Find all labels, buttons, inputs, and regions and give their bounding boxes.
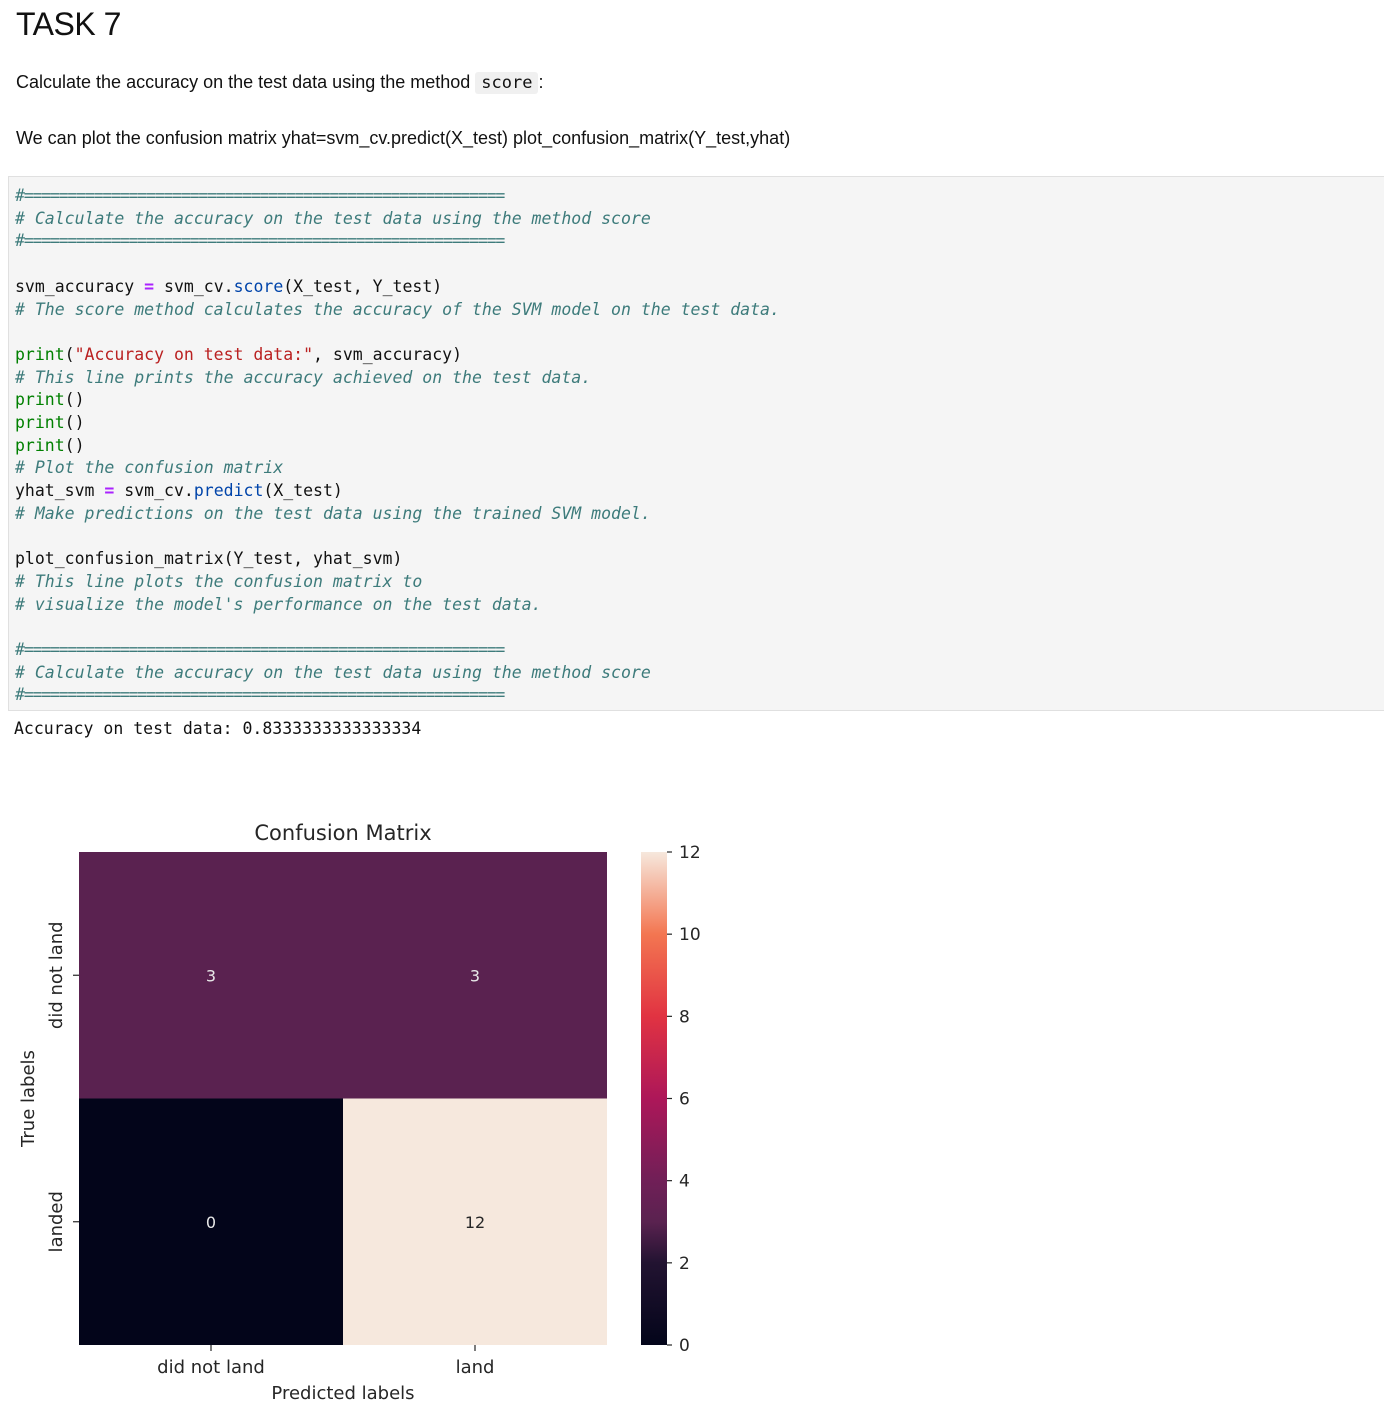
comment-rule: #=======================================…	[15, 231, 505, 251]
cell-value-label: 12	[465, 1213, 485, 1232]
markdown-paragraph-confusion: We can plot the confusion matrix yhat=sv…	[16, 128, 791, 148]
colorbar-tick-label: 2	[679, 1254, 690, 1274]
comment-line: # Calculate the accuracy on the test dat…	[15, 208, 651, 228]
colorbar-tick-label: 10	[679, 925, 701, 945]
y-tick-label: landed	[46, 1191, 67, 1252]
comment-line: # Calculate the accuracy on the test dat…	[15, 662, 651, 682]
heatmap-cell	[79, 1098, 343, 1345]
code-token: svm_cv.	[124, 481, 194, 501]
heatmap-cell	[343, 1098, 607, 1345]
code-token: ()	[64, 390, 85, 410]
heatmap-cell	[79, 852, 343, 1099]
chart-title: Confusion Matrix	[254, 821, 431, 845]
code-token: yhat_svm	[15, 481, 95, 501]
paragraph-text: Calculate the accuracy on the test data …	[16, 72, 476, 92]
comment-line: # This line plots the confusion matrix t…	[15, 571, 423, 591]
inline-code-score: score	[475, 72, 539, 94]
code-token: (	[64, 344, 75, 364]
comment-line: # Plot the confusion matrix	[15, 458, 284, 478]
string-token: "Accuracy on test data:"	[74, 344, 314, 364]
colorbar	[641, 852, 667, 1345]
colorbar-tick-label: 6	[679, 1090, 690, 1110]
comment-line: # visualize the model's performance on t…	[15, 594, 542, 614]
code-token: svm_cv.	[164, 276, 234, 296]
y-tick-label: did not land	[46, 921, 67, 1029]
cell-output-text: Accuracy on test data: 0.833333333333333…	[14, 719, 422, 738]
operator-token: =	[94, 481, 125, 501]
builtin-token: print	[15, 390, 65, 410]
colorbar-tick-label: 4	[679, 1172, 690, 1192]
code-token: svm_accuracy	[15, 276, 135, 296]
task-heading: TASK 7	[16, 6, 121, 42]
operator-token: =	[134, 276, 165, 296]
cell-value-label: 3	[206, 966, 216, 985]
builtin-token: print	[15, 344, 65, 364]
confusion-matrix-chart: 3 3 0 12 Confusion Matrix did not land land Pr…	[18, 821, 701, 1404]
method-token: score	[233, 276, 284, 296]
colorbar-tick-label: 8	[679, 1007, 690, 1027]
code-token: (X_test, Y_test)	[283, 276, 443, 296]
code-cell[interactable]: #=======================================…	[8, 176, 1384, 711]
colorbar-tick-label: 12	[679, 843, 701, 863]
y-axis-label: True labels	[18, 1050, 39, 1148]
code-token: , svm_accuracy)	[313, 344, 463, 364]
code-token: (X_test)	[263, 481, 343, 501]
code-token: ()	[64, 413, 85, 433]
method-token: predict	[193, 481, 264, 501]
x-tick-label: did not land	[157, 1357, 265, 1378]
builtin-token: print	[15, 413, 65, 433]
comment-rule: #=======================================…	[15, 186, 505, 205]
code-token: ()	[64, 435, 85, 455]
x-tick-label: land	[456, 1357, 495, 1378]
colorbar-tick-label: 0	[679, 1336, 690, 1356]
code-token: plot_confusion_matrix(Y_test, yhat_svm)	[15, 549, 403, 569]
paragraph-text-end: :	[538, 72, 544, 92]
cell-value-label: 3	[470, 966, 480, 985]
comment-line: # This line prints the accuracy achieved…	[15, 367, 592, 387]
comment-line: # Make predictions on the test data usin…	[15, 503, 651, 523]
comment-rule: #=======================================…	[15, 685, 505, 705]
code-editor[interactable]: #=======================================…	[15, 185, 780, 707]
x-axis-label: Predicted labels	[271, 1383, 414, 1404]
cell-value-label: 0	[206, 1213, 216, 1232]
confusion-matrix-figure: 3 3 0 12 Confusion Matrix did not land land Pr…	[0, 800, 760, 1425]
comment-rule: #=======================================…	[15, 640, 505, 660]
markdown-paragraph-accuracy: Calculate the accuracy on the test data …	[16, 72, 544, 94]
heatmap-cell	[343, 852, 607, 1099]
comment-line: # The score method calculates the accura…	[15, 299, 780, 319]
builtin-token: print	[15, 435, 65, 455]
